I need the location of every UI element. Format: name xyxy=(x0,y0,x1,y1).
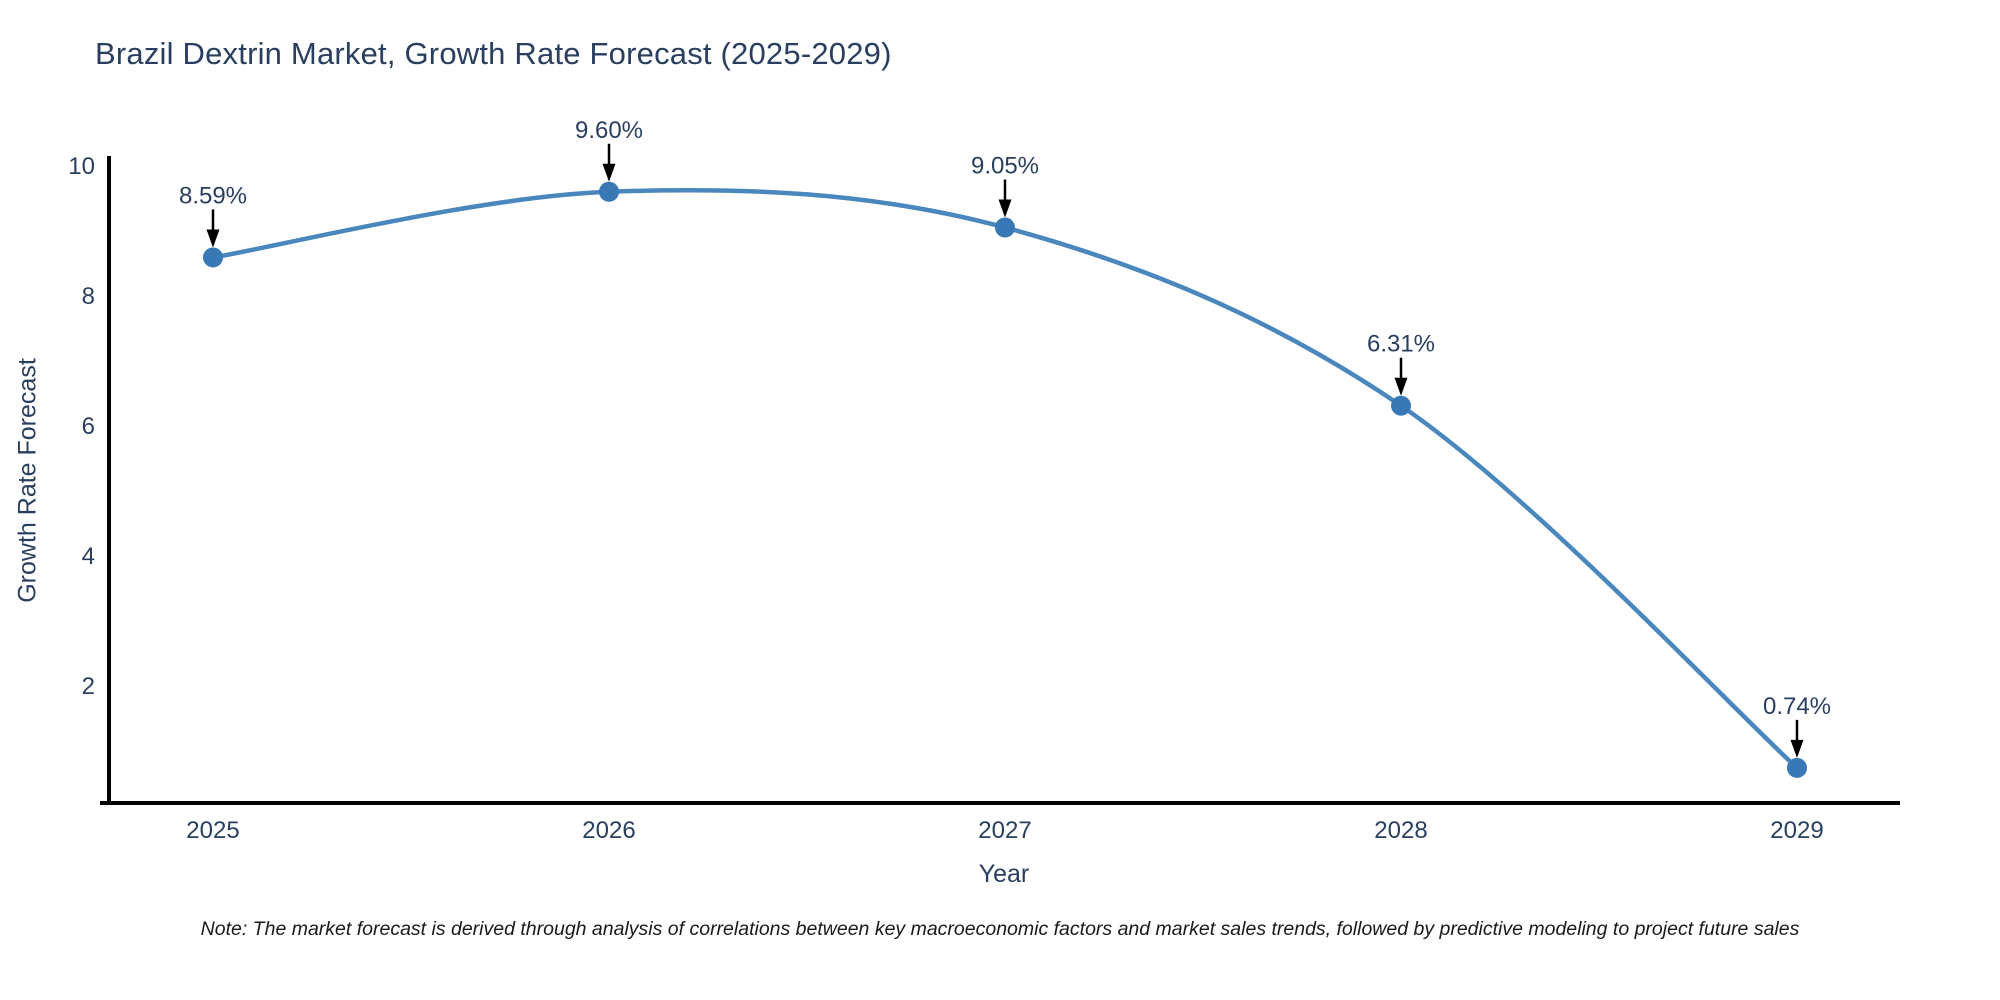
x-axis-label: Year xyxy=(978,860,1030,888)
annotation-arrowhead xyxy=(998,199,1012,218)
y-tick-label: 8 xyxy=(82,283,95,310)
annotation-arrowhead xyxy=(602,163,616,182)
data-point-marker xyxy=(1787,757,1807,778)
y-axis-label: Growth Rate Forecast xyxy=(13,358,42,603)
x-tick-label: 2028 xyxy=(1374,817,1427,844)
annotation-label: 0.74% xyxy=(1763,693,1831,720)
annotation-arrowhead xyxy=(1394,377,1408,396)
x-tick-label: 2029 xyxy=(1770,817,1823,844)
x-tick-label: 2025 xyxy=(186,817,239,844)
annotation-arrowhead xyxy=(1790,739,1804,758)
data-point-marker xyxy=(995,217,1015,238)
data-point-marker xyxy=(599,181,619,202)
series-line xyxy=(210,187,1800,771)
data-point-marker xyxy=(203,247,223,268)
x-tick-label: 2026 xyxy=(582,817,635,844)
y-tick-label: 6 xyxy=(82,413,95,440)
y-tick-label: 10 xyxy=(68,153,95,180)
y-tick-label: 2 xyxy=(82,673,95,700)
annotation-label: 6.31% xyxy=(1367,331,1435,358)
annotation-label: 9.60% xyxy=(575,117,643,144)
chart-title: Brazil Dextrin Market, Growth Rate Forec… xyxy=(95,36,892,71)
note-text: Note: The market forecast is derived thr… xyxy=(200,918,1800,940)
data-point-marker xyxy=(1391,395,1411,416)
x-tick-label: 2027 xyxy=(978,817,1031,844)
y-tick-label: 4 xyxy=(82,543,95,570)
annotation-arrowhead xyxy=(206,229,220,248)
annotation-label: 9.05% xyxy=(971,153,1039,180)
annotation-label: 8.59% xyxy=(179,182,247,209)
